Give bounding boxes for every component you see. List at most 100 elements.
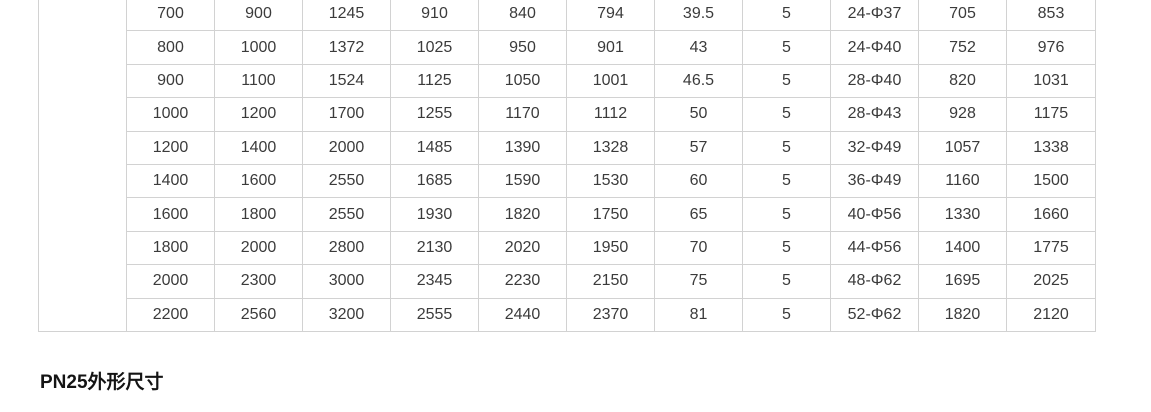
table-cell: 46.5 bbox=[654, 63, 743, 99]
table-cell: 1524 bbox=[302, 63, 391, 99]
table-cell: 2370 bbox=[566, 297, 655, 332]
table-cell: 81 bbox=[654, 297, 743, 332]
table-cell: 2300 bbox=[214, 264, 303, 299]
table-cell: 1820 bbox=[918, 297, 1007, 332]
dimension-table-body: 700 900 1245 910 840 794 39.5 5 24-Φ37 705 853 800 1… bbox=[38, 0, 1096, 332]
table-cell: 1750 bbox=[566, 197, 655, 232]
table-cell: 1820 bbox=[478, 197, 567, 232]
table-cell: 1175 bbox=[1006, 97, 1096, 132]
table-cell: 2560 bbox=[214, 297, 303, 332]
table-cell: 5 bbox=[742, 163, 831, 199]
table-cell: 1112 bbox=[566, 97, 655, 132]
table-cell: 1700 bbox=[302, 97, 391, 132]
table-cell: 5 bbox=[742, 30, 831, 65]
table-cell: 44-Φ56 bbox=[830, 230, 919, 266]
table-cell: 840 bbox=[478, 0, 567, 32]
table-cell: 928 bbox=[918, 97, 1007, 132]
table-cell: 24-Φ37 bbox=[830, 0, 919, 32]
table-cell: 1170 bbox=[478, 97, 567, 132]
table-cell: 32-Φ49 bbox=[830, 130, 919, 165]
table-cell: 1400 bbox=[214, 130, 303, 165]
table-cell: 52-Φ62 bbox=[830, 297, 919, 332]
table-cell: 39.5 bbox=[654, 0, 743, 32]
table-cell: 1000 bbox=[214, 30, 303, 65]
table-cell: 1001 bbox=[566, 63, 655, 99]
table-cell: 1031 bbox=[1006, 63, 1096, 99]
table-cell: 2020 bbox=[478, 230, 567, 266]
table-cell: 1057 bbox=[918, 130, 1007, 165]
table-cell: 752 bbox=[918, 30, 1007, 65]
table-cell: 1695 bbox=[918, 264, 1007, 299]
table-cell: 1930 bbox=[390, 197, 479, 232]
table-cell: 1025 bbox=[390, 30, 479, 65]
table-cell: 5 bbox=[742, 230, 831, 266]
table-cell: 5 bbox=[742, 97, 831, 132]
table-cell: 900 bbox=[214, 0, 303, 32]
table-cell: 1000 bbox=[126, 97, 215, 132]
table-row: 1200 1400 2000 1485 1390 1328 57 5 32-Φ49 1057 133… bbox=[39, 130, 1096, 165]
table-cell: 1125 bbox=[390, 63, 479, 99]
table-cell: 794 bbox=[566, 0, 655, 32]
table-cell: 1600 bbox=[214, 163, 303, 199]
table-row: 1000 1200 1700 1255 1170 1112 50 5 28-Φ43 928 1175 bbox=[39, 97, 1096, 132]
table-cell: 1590 bbox=[478, 163, 567, 199]
table-cell: 2555 bbox=[390, 297, 479, 332]
table-cell: 57 bbox=[654, 130, 743, 165]
table-cell: 800 bbox=[126, 30, 215, 65]
dimension-table: 700 900 1245 910 840 794 39.5 5 24-Φ37 705 853 800 1… bbox=[38, 0, 1096, 332]
table-cell: 75 bbox=[654, 264, 743, 299]
table-row: 2200 2560 3200 2555 2440 2370 81 5 52-Φ62 1820 212… bbox=[39, 297, 1096, 332]
table-cell: 1372 bbox=[302, 30, 391, 65]
table-cell: 5 bbox=[742, 130, 831, 165]
table-cell: 60 bbox=[654, 163, 743, 199]
table-cell: 5 bbox=[742, 0, 831, 32]
table-cell: 901 bbox=[566, 30, 655, 65]
table-cell: 1660 bbox=[1006, 197, 1096, 232]
table-row: 700 900 1245 910 840 794 39.5 5 24-Φ37 705 853 bbox=[38, 0, 1096, 332]
table-cell: 1485 bbox=[390, 130, 479, 165]
table-cell: 1245 bbox=[302, 0, 391, 32]
table-cell: 1400 bbox=[918, 230, 1007, 266]
table-cell: 1600 bbox=[126, 197, 215, 232]
table-cell: 2120 bbox=[1006, 297, 1096, 332]
table-cell: 28-Φ43 bbox=[830, 97, 919, 132]
table-cell: 1800 bbox=[126, 230, 215, 266]
table-cell: 24-Φ40 bbox=[830, 30, 919, 65]
table-cell: 2150 bbox=[566, 264, 655, 299]
table-cell: 1330 bbox=[918, 197, 1007, 232]
table-cell: 2200 bbox=[126, 297, 215, 332]
table-cell: 1390 bbox=[478, 130, 567, 165]
table-cell: 2130 bbox=[390, 230, 479, 266]
table-cell: 43 bbox=[654, 30, 743, 65]
table-cell: 700 bbox=[126, 0, 215, 32]
table-cell: 1328 bbox=[566, 130, 655, 165]
dimension-table-wrap: 700 900 1245 910 840 794 39.5 5 24-Φ37 705 853 800 1… bbox=[38, 0, 1096, 332]
table-cell: 2000 bbox=[214, 230, 303, 266]
table-cell: 1800 bbox=[214, 197, 303, 232]
table-cell: 5 bbox=[742, 297, 831, 332]
table-cell: 1160 bbox=[918, 163, 1007, 199]
table-cell: 1255 bbox=[390, 97, 479, 132]
table-cell: 1338 bbox=[1006, 130, 1096, 165]
table-cell: 40-Φ56 bbox=[830, 197, 919, 232]
table-cell: 910 bbox=[390, 0, 479, 32]
table-cell: 1775 bbox=[1006, 230, 1096, 266]
table-cell: 1200 bbox=[214, 97, 303, 132]
table-cell: 1530 bbox=[566, 163, 655, 199]
table-cell: 70 bbox=[654, 230, 743, 266]
table-cell: 2000 bbox=[302, 130, 391, 165]
table-cell: 1100 bbox=[214, 63, 303, 99]
table-cell: 2000 bbox=[126, 264, 215, 299]
table-row: 1400 1600 2550 1685 1590 1530 60 5 36-Φ49 1160 150… bbox=[39, 163, 1096, 199]
table-cell: 820 bbox=[918, 63, 1007, 99]
table-cell: 3000 bbox=[302, 264, 391, 299]
table-cell: 2440 bbox=[478, 297, 567, 332]
table-cell: 2550 bbox=[302, 163, 391, 199]
table-cell: 1500 bbox=[1006, 163, 1096, 199]
table-cell: 1950 bbox=[566, 230, 655, 266]
table-row: 1600 1800 2550 1930 1820 1750 65 5 40-Φ56 1330 166… bbox=[39, 197, 1096, 232]
table-cell: 976 bbox=[1006, 30, 1096, 65]
table-cell: 2800 bbox=[302, 230, 391, 266]
table-cell: 1200 bbox=[126, 130, 215, 165]
table-cell: 50 bbox=[654, 97, 743, 132]
